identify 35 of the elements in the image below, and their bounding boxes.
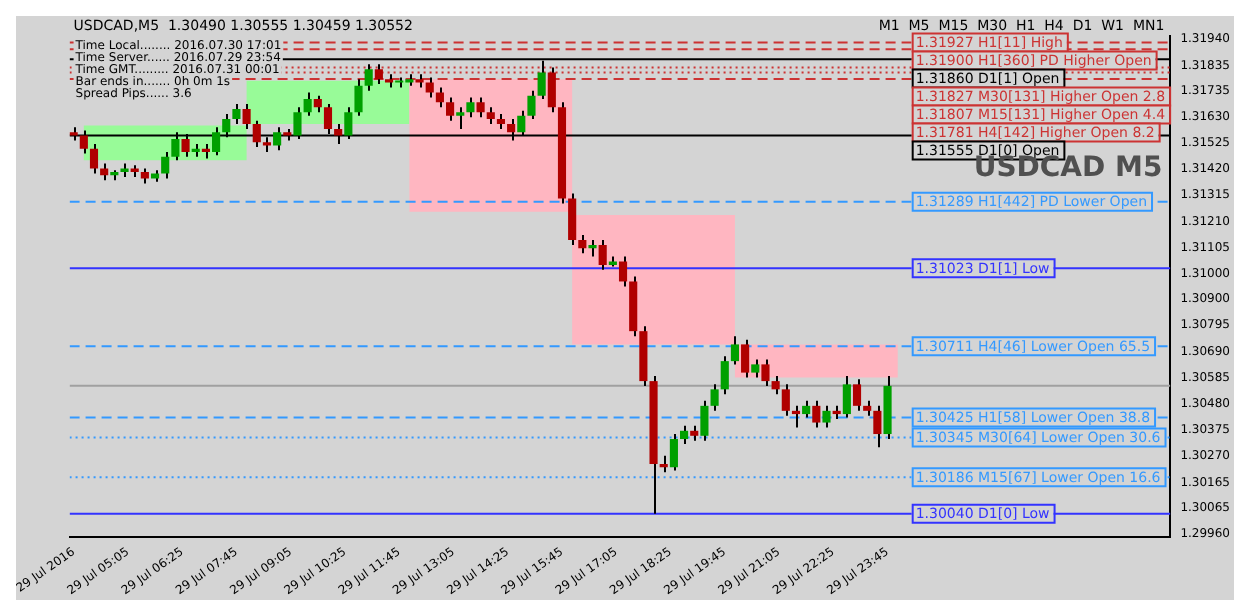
- candlestick: [710, 383, 719, 412]
- candlestick: [425, 76, 434, 99]
- candlestick: [771, 375, 780, 396]
- candlestick: [781, 383, 790, 417]
- candlestick: [364, 63, 373, 92]
- candlestick: [476, 96, 485, 119]
- candlestick: [568, 192, 577, 247]
- candlestick: [354, 78, 363, 117]
- bar: [409, 79, 573, 212]
- candlestick: [822, 404, 831, 429]
- candlestick: [466, 96, 475, 119]
- candlestick: [751, 358, 760, 379]
- candlestick: [456, 106, 465, 130]
- candlestick: [242, 102, 251, 130]
- candlestick: [842, 375, 851, 419]
- candlestick: [741, 338, 750, 379]
- candlestick: [89, 142, 99, 175]
- candlestick: [812, 399, 821, 429]
- candlestick: [730, 335, 740, 366]
- bar: [572, 215, 735, 345]
- candlestick: [446, 96, 455, 122]
- candlestick: [547, 66, 556, 114]
- candlestick: [374, 63, 383, 85]
- candlestick: [791, 404, 801, 429]
- candlestick: [680, 424, 689, 446]
- candlestick: [873, 404, 882, 449]
- candlestick: [761, 358, 770, 388]
- candlestick: [435, 86, 444, 109]
- candlestick: [598, 239, 607, 271]
- candlestick: [303, 91, 312, 117]
- candlestick: [232, 102, 241, 125]
- candlestick: [700, 399, 709, 442]
- candlestick: [669, 433, 678, 472]
- candlestick: [720, 355, 729, 396]
- candlestick: [578, 234, 587, 255]
